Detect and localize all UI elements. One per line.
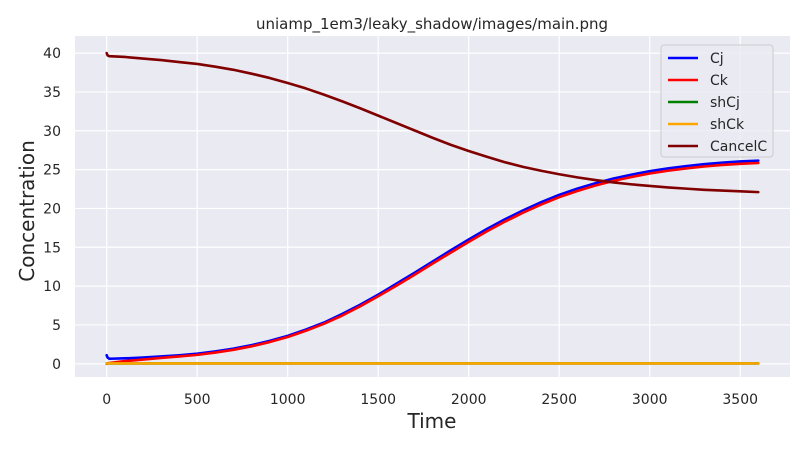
- x-tick-label: 2000: [451, 392, 487, 408]
- y-tick-label: 15: [43, 240, 61, 256]
- legend-label-shck: shCk: [710, 117, 745, 133]
- y-axis-label: Concentration: [15, 140, 39, 281]
- y-tick-label: 0: [52, 357, 61, 373]
- x-tick-label: 3500: [722, 392, 758, 408]
- series-line-ck: [105, 161, 760, 366]
- y-tick-label: 10: [43, 279, 61, 295]
- legend-label-cj: Cj: [710, 51, 724, 67]
- legend-items: Cj Ck shCj shCk CancelC: [668, 51, 767, 155]
- x-tick-label: 2500: [541, 392, 577, 408]
- y-tick-label: 30: [43, 124, 61, 140]
- x-axis-label: Time: [407, 409, 457, 433]
- series-lines: [105, 51, 760, 366]
- legend-label-cancelc: CancelC: [710, 139, 767, 155]
- x-axis-ticks: 0 500 1000 1500 2000 2500 3000 3500: [102, 392, 758, 408]
- legend: Cj Ck shCj shCk CancelC: [660, 44, 774, 158]
- x-tick-label: 3000: [632, 392, 668, 408]
- legend-label-ck: Ck: [710, 73, 729, 89]
- x-tick-label: 1000: [270, 392, 306, 408]
- legend-frame: [660, 44, 774, 158]
- x-tick-label: 500: [184, 392, 211, 408]
- y-tick-label: 40: [43, 46, 61, 62]
- x-tick-label: 1500: [360, 392, 396, 408]
- series-line-cancelc: [105, 51, 760, 194]
- x-tick-label: 0: [102, 392, 111, 408]
- y-axis-ticks: 0 5 10 15 20 25 30 35 40: [43, 46, 61, 373]
- y-tick-label: 35: [43, 85, 61, 101]
- chart-title: uniamp_1em3/leaky_shadow/images/main.png: [256, 15, 608, 34]
- legend-label-shcj: shCj: [710, 95, 740, 111]
- y-tick-label: 5: [52, 318, 61, 334]
- y-tick-label: 20: [43, 201, 61, 217]
- y-tick-label: 25: [43, 163, 61, 179]
